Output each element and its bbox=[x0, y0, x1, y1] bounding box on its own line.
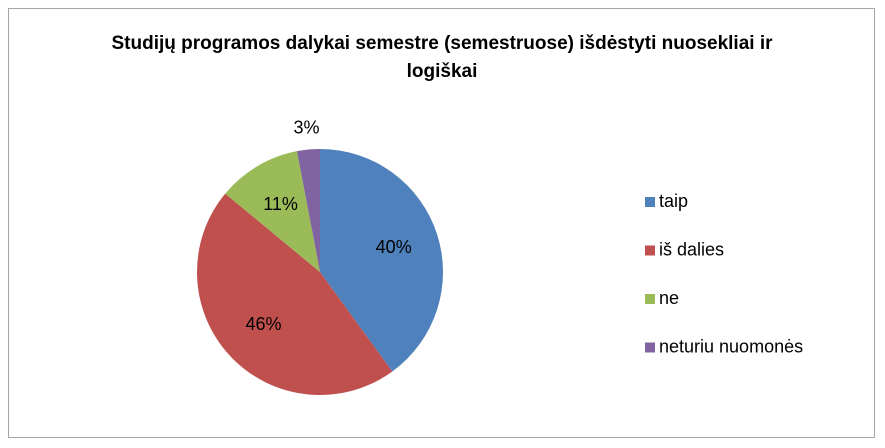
pie-slice bbox=[296, 149, 320, 272]
data-label: 3% bbox=[293, 117, 319, 137]
data-label: 40% bbox=[376, 237, 412, 257]
data-label: 46% bbox=[245, 314, 281, 334]
legend-label: neturiu nuomonės bbox=[659, 336, 803, 356]
legend-label: taip bbox=[659, 191, 688, 211]
legend-swatch bbox=[645, 294, 655, 304]
data-label: 11% bbox=[263, 194, 298, 214]
legend-label: iš dalies bbox=[659, 239, 724, 259]
legend-swatch bbox=[645, 342, 655, 353]
pie-slice bbox=[196, 193, 393, 396]
chart-frame bbox=[8, 8, 875, 438]
pie-slice bbox=[320, 149, 443, 372]
chart-title: Studijų programos dalykai semestre (seme… bbox=[111, 33, 773, 82]
legend-label: ne bbox=[659, 288, 679, 308]
legend-swatch bbox=[645, 245, 655, 256]
legend-swatch bbox=[645, 197, 655, 207]
pie-slice bbox=[225, 151, 320, 272]
